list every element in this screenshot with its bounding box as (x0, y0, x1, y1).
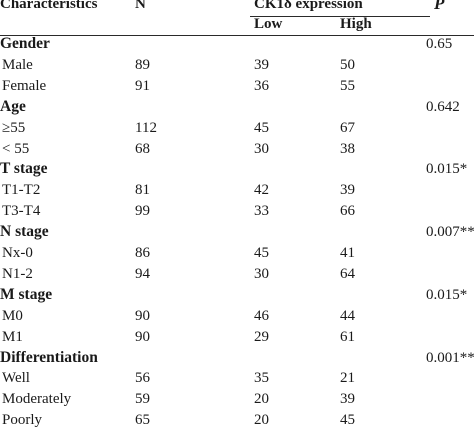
group-label: T stage (0, 160, 48, 178)
row-label: M0 (2, 307, 23, 324)
group-label: Age (0, 97, 26, 115)
row-low: 45 (254, 119, 269, 136)
header-n: N (135, 0, 146, 12)
row-n: 90 (135, 328, 150, 345)
row-high: 64 (340, 265, 355, 282)
row-n: 86 (135, 245, 150, 261)
row-high: 45 (340, 412, 355, 429)
row-high: 50 (340, 56, 355, 73)
row-low: 30 (254, 140, 269, 157)
row-low: 30 (254, 265, 269, 282)
row-n: 94 (135, 265, 150, 282)
row-label: Female (2, 77, 47, 94)
header-divider-rule (250, 16, 430, 17)
group-p-value: 0.015* (426, 161, 468, 178)
group-p-value: 0.015* (426, 286, 468, 303)
row-high: 21 (340, 370, 355, 387)
group-label: M stage (0, 285, 53, 303)
group-p-value: 0.642 (426, 98, 460, 115)
row-n: 91 (135, 77, 150, 94)
row-label: T3-T4 (2, 203, 41, 220)
row-n: 65 (135, 412, 150, 429)
group-label: N stage (0, 223, 49, 241)
row-n: 56 (135, 370, 150, 387)
header-characteristics: Characteristics (0, 0, 98, 12)
row-high: 55 (340, 77, 355, 94)
row-high: 39 (340, 182, 355, 199)
row-low: 33 (254, 203, 269, 220)
row-n: 89 (135, 56, 150, 73)
row-high: 39 (340, 391, 355, 408)
row-high: 67 (340, 119, 355, 136)
row-n: 68 (135, 140, 150, 157)
row-low: 20 (254, 391, 269, 408)
row-label: Poorly (2, 412, 43, 429)
row-label: Moderately (2, 391, 72, 408)
row-label: Nx-0 (2, 245, 33, 261)
row-low: 29 (254, 328, 269, 345)
row-high: 66 (340, 203, 355, 220)
row-low: 20 (254, 412, 269, 429)
row-low: 35 (254, 370, 269, 387)
row-n: 112 (135, 119, 157, 136)
row-label: T1-T2 (2, 182, 41, 199)
header-ck1d-expression: CK1δ expression (254, 0, 363, 12)
row-n: 99 (135, 203, 150, 220)
row-high: 38 (340, 140, 355, 157)
header-bottom-rule (0, 35, 474, 36)
row-low: 36 (254, 77, 269, 94)
row-high: 44 (340, 307, 355, 324)
row-label: N1-2 (2, 265, 33, 282)
group-p-value: 0.65 (426, 36, 453, 52)
row-n: 81 (135, 182, 150, 199)
row-low: 39 (254, 56, 269, 73)
header-p: P (434, 0, 445, 13)
group-p-value: 0.001** (426, 349, 474, 366)
row-label: < 55 (2, 140, 30, 157)
group-label: Differentiation (0, 348, 98, 366)
row-low: 46 (254, 307, 269, 324)
row-n: 90 (135, 307, 150, 324)
row-label: Male (2, 56, 33, 73)
row-low: 45 (254, 245, 269, 261)
group-label: Gender (0, 35, 50, 52)
row-label: ≥55 (2, 119, 26, 136)
row-high: 41 (340, 245, 355, 261)
header-low: Low (254, 16, 283, 32)
row-high: 61 (340, 328, 355, 345)
group-p-value: 0.007** (426, 224, 474, 241)
row-label: M1 (2, 328, 23, 345)
row-n: 59 (135, 391, 150, 408)
header-high: High (340, 16, 372, 32)
row-low: 42 (254, 182, 269, 199)
row-label: Well (2, 370, 30, 387)
